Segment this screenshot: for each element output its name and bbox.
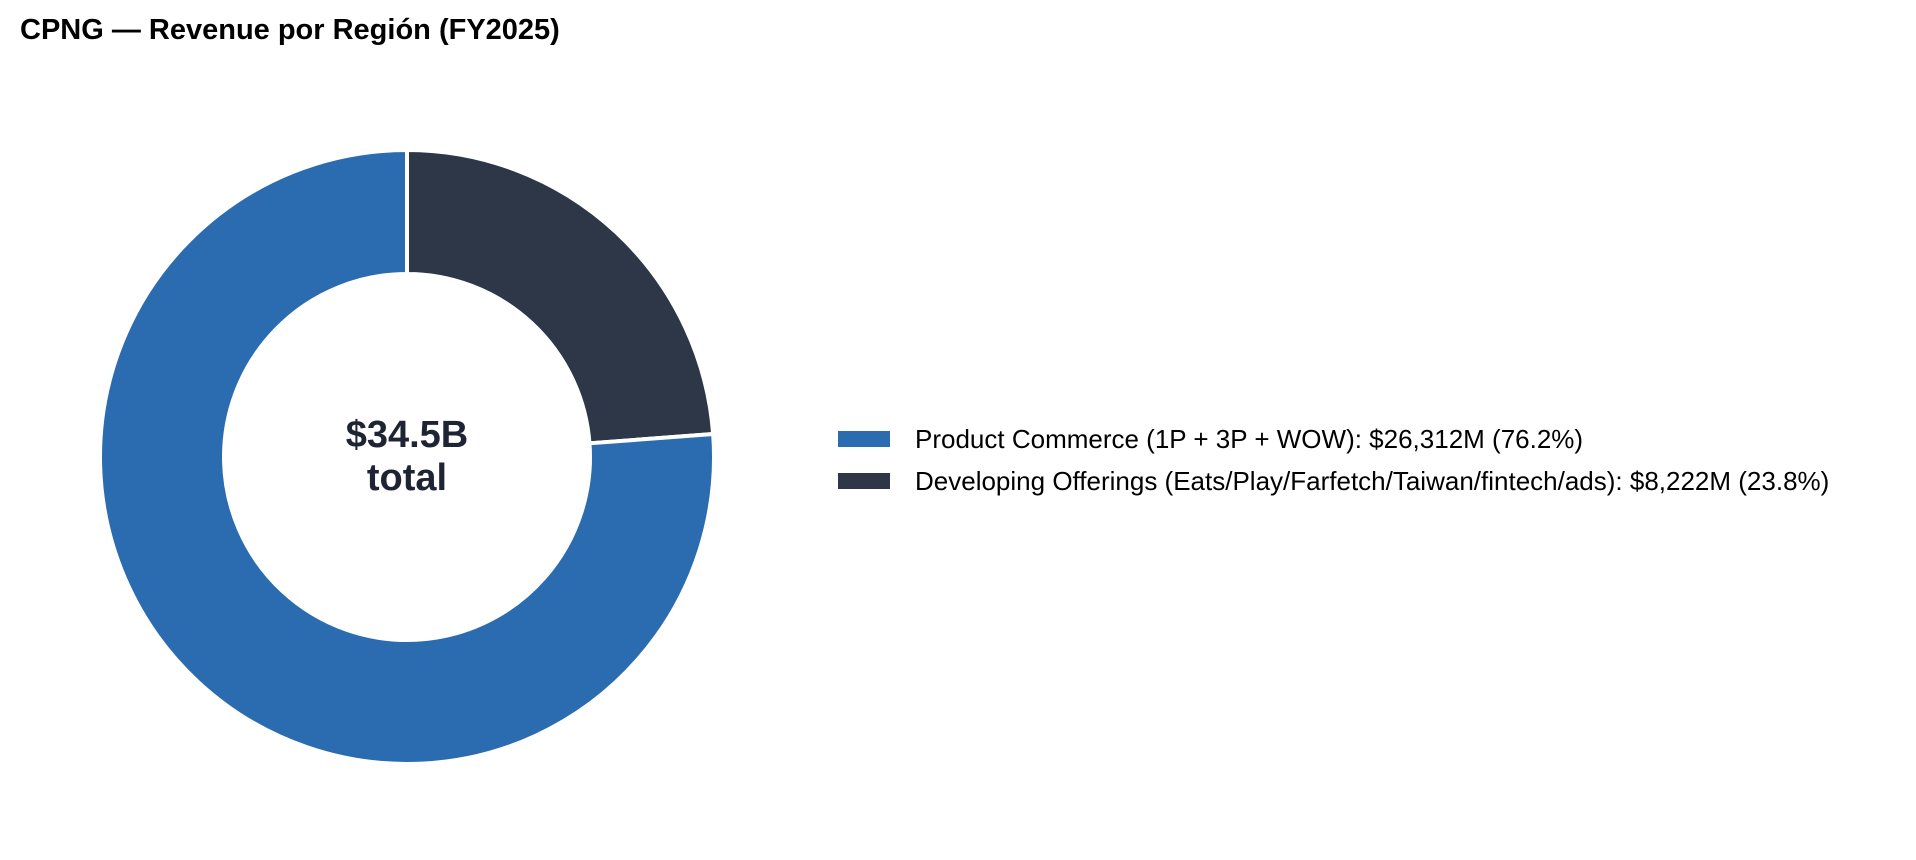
chart-title: CPNG — Revenue por Región (FY2025) xyxy=(20,14,560,46)
legend: Product Commerce (1P + 3P + WOW): $26,31… xyxy=(838,418,1829,502)
donut-slice xyxy=(405,147,716,446)
legend-label: Product Commerce (1P + 3P + WOW): $26,31… xyxy=(915,423,1584,454)
legend-swatch xyxy=(838,473,890,489)
center-total-value: $34.5B xyxy=(346,414,469,456)
donut-slice xyxy=(98,147,716,766)
legend-item: Product Commerce (1P + 3P + WOW): $26,31… xyxy=(838,418,1829,460)
legend-item: Developing Offerings (Eats/Play/Farfetch… xyxy=(838,460,1829,502)
legend-label: Developing Offerings (Eats/Play/Farfetch… xyxy=(915,465,1830,496)
center-total-label: total xyxy=(367,457,447,499)
donut-slices xyxy=(98,147,716,766)
donut-chart: $34.5B total xyxy=(98,147,716,766)
legend-swatch xyxy=(838,431,890,447)
